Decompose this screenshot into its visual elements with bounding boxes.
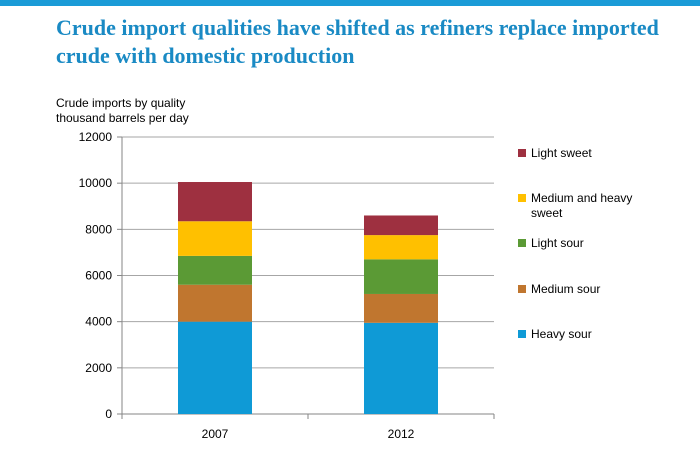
legend-label: Heavy sour [531,327,592,341]
chart-caption-line-2: thousand barrels per day [56,111,189,125]
legend-label: Light sour [531,236,584,250]
y-tick-label: 4000 [85,315,112,329]
bar-segment [178,284,252,322]
legend-label: Medium and heavy sweet [531,191,632,220]
bar-segment [178,255,252,285]
bar-segment [364,322,438,414]
y-tick-label: 2000 [85,361,112,375]
bar-segment [364,259,438,294]
slide-title: Crude import qualities have shifted as r… [56,15,659,68]
bars [178,182,438,414]
legend-swatch [518,330,526,338]
top-accent-bar [0,0,700,6]
bar-segment [178,321,252,414]
chart-caption: Crude imports by quality thousand barrel… [56,96,189,126]
legend-swatch [518,239,526,247]
legend-swatch [518,149,526,157]
y-tick-label: 10000 [79,176,113,190]
bar-segment [364,293,438,323]
bar-segment [364,235,438,260]
chart-caption-line-1: Crude imports by quality [56,96,186,110]
legend-swatch [518,285,526,293]
y-tick-label: 0 [105,407,112,421]
y-tick-label: 6000 [85,269,112,283]
legend-label: Medium sour [531,282,600,296]
x-tick-label: 2012 [388,427,415,441]
legend: Light sweet Medium and heavy sweet Light so… [518,146,632,341]
axes: 0 2000 4000 6000 8000 10000 12000 2007 2012 [79,130,495,441]
gridlines [122,136,494,369]
bar-segment [364,215,438,236]
y-tick-label: 12000 [79,130,113,144]
legend-swatch [518,194,526,202]
legend-label: Light sweet [531,146,592,160]
bar-segment [178,182,252,222]
bar-segment [178,221,252,256]
x-tick-label: 2007 [202,427,229,441]
y-tick-label: 8000 [85,222,112,236]
